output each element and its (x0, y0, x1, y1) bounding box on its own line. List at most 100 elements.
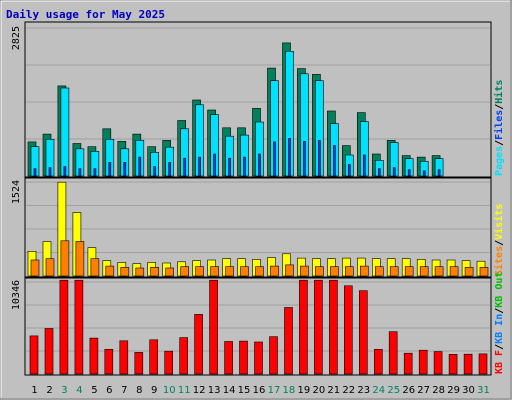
day-label: 19 (298, 385, 311, 396)
sites-bar (255, 266, 264, 277)
sites-bar (60, 240, 70, 277)
kbf-bar (373, 348, 383, 375)
sites-bar (285, 264, 294, 277)
kbf-bar (104, 348, 114, 375)
sites-bar (315, 266, 324, 277)
kbf-bar (74, 279, 84, 375)
kbf-bar (224, 341, 233, 375)
files-bar (183, 157, 186, 177)
files-bar (333, 145, 336, 177)
legend-bottom: KB F/KB In/KB Out (494, 272, 505, 374)
sites-bar (240, 266, 249, 277)
day-label: 18 (283, 385, 296, 396)
legend-separator: / (494, 240, 505, 246)
kbf-bar (403, 352, 413, 375)
sites-bar (30, 259, 40, 277)
files-bar (437, 169, 441, 177)
sites-bar (210, 266, 219, 277)
legend-separator: / (494, 344, 505, 350)
files-bar (392, 167, 396, 177)
day-label: 1 (31, 385, 37, 396)
sites-bar (344, 266, 354, 277)
kbf-bar (29, 335, 39, 375)
sites-bar (75, 241, 85, 277)
files-bar (243, 156, 246, 177)
files-bar (422, 170, 426, 177)
kbf-bar (433, 351, 443, 375)
sites-bar (300, 265, 309, 277)
sites-bar (135, 267, 145, 277)
day-label: 11 (178, 385, 191, 396)
legend-separator: / (494, 308, 505, 314)
legend-top: Pages/Files/Hits (493, 80, 505, 176)
sites-bar (90, 258, 100, 277)
kbf-bar (134, 352, 144, 375)
sites-bar (150, 267, 159, 277)
day-label: 8 (136, 385, 142, 396)
day-label: 14 (223, 385, 236, 396)
legend-separator: / (494, 140, 505, 146)
kbf-bar (358, 290, 368, 375)
kbf-bar (314, 279, 323, 375)
day-label: 5 (91, 385, 97, 396)
day-label: 31 (477, 385, 490, 396)
kbf-bar (269, 336, 278, 375)
day-label: 21 (327, 385, 340, 396)
kbf-bar (478, 353, 488, 375)
sites-bar (419, 266, 429, 277)
sites-bar (120, 267, 130, 277)
y-max-label: 2825 (11, 26, 22, 50)
legend-kbout: KB Out (494, 272, 505, 308)
day-label: 28 (432, 385, 445, 396)
kbf-bar (194, 314, 203, 375)
sites-bar (270, 265, 279, 277)
day-label: 24 (372, 385, 385, 396)
legend-hits: Hits (493, 80, 505, 104)
day-label: 29 (447, 385, 460, 396)
sites-bar (449, 266, 459, 277)
day-label: 9 (151, 385, 157, 396)
kbf-bar (448, 353, 458, 375)
sites-bar (105, 265, 115, 277)
legend-separator: / (494, 104, 505, 110)
day-label: 27 (417, 385, 430, 396)
day-label: 30 (462, 385, 475, 396)
kbf-bar (59, 279, 69, 375)
legend-pages: Pages (494, 146, 505, 176)
files-bar (93, 168, 97, 177)
files-bar (303, 141, 306, 177)
day-label: 10 (163, 385, 176, 396)
sites-bar (45, 258, 55, 277)
kbf-bar (418, 349, 428, 375)
sites-bar (389, 266, 399, 277)
y-max-label: 10346 (11, 280, 22, 310)
kbf-bar (284, 307, 293, 375)
day-label: 4 (76, 385, 82, 396)
day-label: 16 (253, 385, 266, 396)
kbf-bar (44, 328, 54, 375)
files-bar (108, 162, 112, 177)
files-bar (33, 168, 37, 177)
files-bar (213, 153, 216, 177)
kbf-bar (329, 279, 338, 375)
legend-kbin: KB In (494, 314, 505, 344)
pages-bar (60, 87, 70, 177)
kbf-bar (89, 337, 99, 375)
kbf-bar (388, 331, 398, 375)
day-label: 13 (208, 385, 221, 396)
sites-bar (434, 266, 444, 277)
day-label: 25 (387, 385, 400, 396)
kbf-bar (463, 353, 473, 375)
files-bar (347, 164, 351, 177)
sites-bar (195, 266, 204, 277)
panel-top: 2825 Pages/Files/Hits (11, 21, 505, 178)
kbf-bar (179, 337, 188, 375)
sites-bar (464, 267, 474, 277)
files-bar (123, 162, 127, 177)
kbf-bar (209, 279, 218, 375)
files-bar (377, 168, 381, 177)
files-bar (63, 166, 67, 177)
files-bar (153, 166, 156, 177)
day-label: 6 (106, 385, 112, 396)
sites-bar (359, 265, 369, 277)
